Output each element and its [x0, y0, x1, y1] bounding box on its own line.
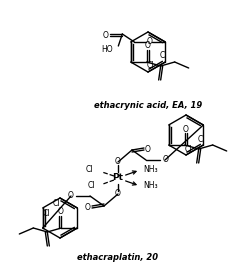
Text: O: O	[145, 41, 151, 51]
Text: O: O	[163, 155, 169, 164]
Text: O: O	[67, 192, 73, 200]
Text: O: O	[115, 158, 121, 166]
Text: O: O	[102, 31, 108, 39]
Text: ethacraplatin, 20: ethacraplatin, 20	[77, 253, 159, 262]
Text: Cl: Cl	[88, 182, 95, 190]
Text: Cl: Cl	[198, 134, 205, 144]
Text: Cl: Cl	[85, 166, 93, 174]
Text: O: O	[145, 145, 151, 153]
Text: Cl: Cl	[146, 62, 154, 70]
Text: NH₃: NH₃	[143, 182, 158, 190]
Text: O: O	[146, 38, 152, 46]
Text: O: O	[57, 208, 63, 216]
Text: Cl: Cl	[160, 52, 167, 60]
Text: O: O	[85, 203, 91, 211]
Text: O: O	[183, 124, 189, 134]
Text: NH₃: NH₃	[143, 166, 158, 174]
Text: Cl: Cl	[184, 145, 192, 153]
Text: Cl: Cl	[52, 200, 60, 208]
Text: Cl: Cl	[43, 209, 51, 219]
Text: Pt: Pt	[112, 174, 123, 182]
Text: HO: HO	[102, 46, 113, 54]
Text: ethacrynic acid, EA, 19: ethacrynic acid, EA, 19	[94, 100, 202, 110]
Text: O: O	[115, 190, 121, 198]
